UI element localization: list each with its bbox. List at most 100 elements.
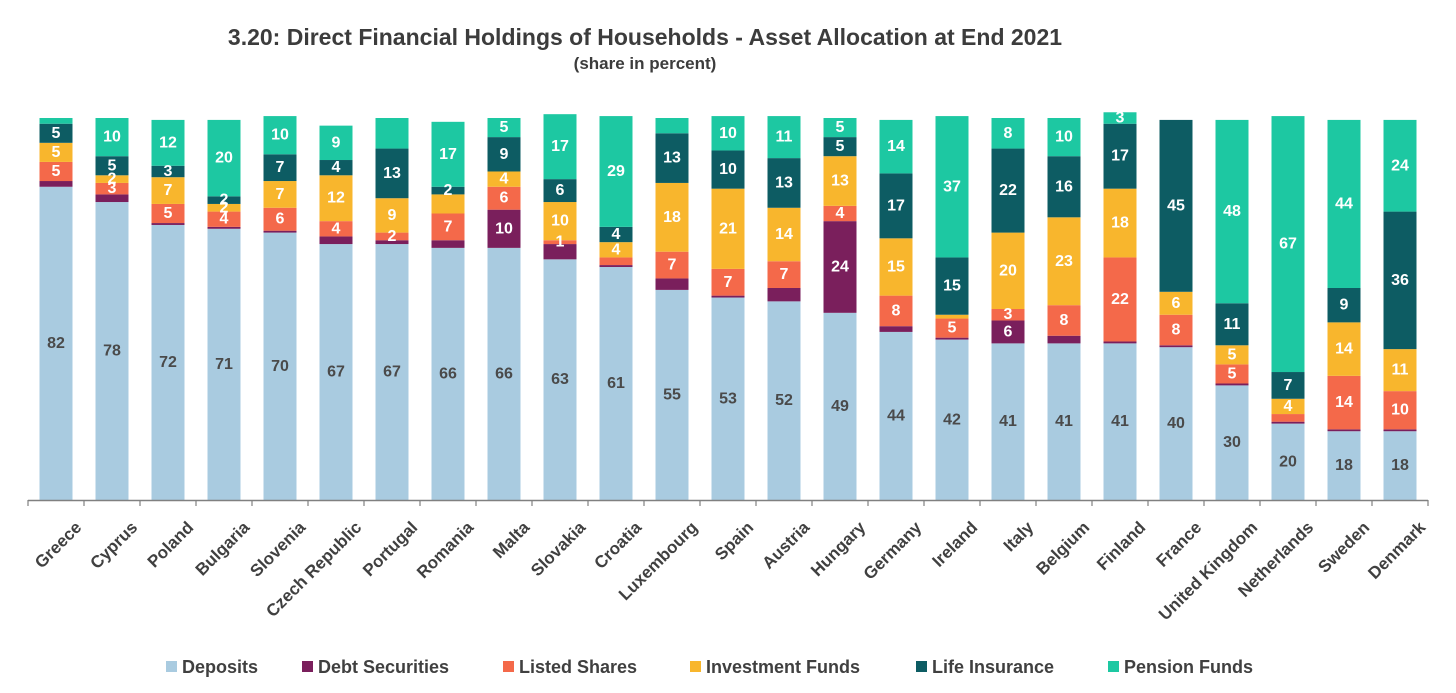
- bar-croatia-investment-funds: [599, 242, 633, 258]
- data-label-netherlands-pension-funds: 67: [1279, 236, 1297, 253]
- data-label-united-kingdom-pension-funds: 48: [1223, 203, 1241, 220]
- bar-romania-deposits: [431, 247, 465, 500]
- bar-france-deposits: [1159, 347, 1193, 500]
- bar-malta-debt-securities: [487, 209, 521, 248]
- data-label-ireland-listed-shares: 5: [948, 320, 957, 337]
- data-label-finland-life-insurance: 17: [1111, 148, 1129, 165]
- bar-germany-debt-securities: [879, 326, 913, 332]
- x-tick-label-spain: Spain: [711, 518, 757, 564]
- bar-netherlands-listed-shares: [1271, 414, 1305, 422]
- bar-greece-pension-funds: [39, 118, 73, 124]
- data-label-united-kingdom-deposits: 30: [1223, 434, 1241, 451]
- bar-austria-pension-funds: [767, 116, 801, 159]
- bar-netherlands-pension-funds: [1271, 116, 1305, 373]
- bar-ireland-listed-shares: [935, 318, 969, 338]
- legend-label: Deposits: [182, 657, 258, 677]
- x-tick-label-ireland: Ireland: [928, 518, 981, 571]
- data-label-france-life-insurance: 45: [1167, 197, 1185, 214]
- data-label-sweden-investment-funds: 14: [1335, 341, 1353, 358]
- data-label-germany-pension-funds: 14: [887, 138, 905, 155]
- legend-label: Investment Funds: [706, 657, 860, 677]
- bar-luxembourg-listed-shares: [655, 251, 689, 279]
- bar-croatia-debt-securities: [599, 265, 633, 267]
- data-label-slovenia-investment-funds: 7: [276, 186, 285, 203]
- bar-cyprus-pension-funds: [95, 118, 129, 157]
- data-label-poland-deposits: 72: [159, 354, 177, 371]
- legend-item-life-insurance: Life Insurance: [916, 657, 1054, 677]
- data-label-bulgaria-life-insurance: 2: [220, 192, 229, 209]
- legend-swatch: [302, 661, 313, 672]
- data-label-italy-pension-funds: 8: [1004, 125, 1013, 142]
- data-label-luxembourg-deposits: 55: [663, 386, 681, 403]
- bar-romania-listed-shares: [431, 213, 465, 241]
- x-tick-label-france: France: [1152, 518, 1205, 571]
- bar-germany-listed-shares: [879, 295, 913, 327]
- bar-ireland-pension-funds: [935, 116, 969, 258]
- x-tick-label-portugal: Portugal: [359, 518, 421, 580]
- legend-label: Life Insurance: [932, 657, 1054, 677]
- legend-label: Debt Securities: [318, 657, 449, 677]
- data-label-cyprus-deposits: 78: [103, 343, 121, 360]
- bar-greece-deposits: [39, 186, 73, 500]
- x-tick-label-poland: Poland: [144, 518, 198, 572]
- bar-sweden-debt-securities: [1327, 429, 1361, 432]
- data-label-united-kingdom-listed-shares: 5: [1228, 365, 1237, 382]
- bar-slovenia-investment-funds: [263, 181, 297, 208]
- bar-portugal-debt-securities: [375, 240, 409, 245]
- bar-united-kingdom-debt-securities: [1215, 383, 1249, 386]
- bar-cyprus-debt-securities: [95, 194, 129, 203]
- data-label-greece-investment-funds: 5: [52, 144, 61, 161]
- bar-austria-life-insurance: [767, 158, 801, 208]
- data-label-denmark-pension-funds: 24: [1391, 157, 1409, 174]
- x-tick-label-belgium: Belgium: [1032, 518, 1093, 579]
- bar-slovakia-pension-funds: [543, 114, 577, 180]
- bar-germany-investment-funds: [879, 238, 913, 296]
- data-label-slovenia-deposits: 70: [271, 358, 289, 375]
- bar-germany-deposits: [879, 331, 913, 500]
- bar-italy-listed-shares: [991, 309, 1025, 321]
- data-label-sweden-listed-shares: 14: [1335, 394, 1353, 411]
- bar-slovakia-debt-securities: [543, 244, 577, 260]
- data-label-sweden-life-insurance: 9: [1340, 297, 1349, 314]
- data-label-poland-pension-funds: 12: [159, 134, 177, 151]
- bar-poland-deposits: [151, 224, 185, 500]
- x-tick-label-bulgaria: Bulgaria: [192, 518, 254, 580]
- data-label-netherlands-investment-funds: 4: [1284, 398, 1293, 415]
- data-label-germany-life-insurance: 17: [887, 197, 905, 214]
- data-label-ireland-life-insurance: 15: [943, 278, 961, 295]
- bar-cyprus-deposits: [95, 202, 129, 501]
- bar-germany-pension-funds: [879, 119, 913, 174]
- bar-finland-debt-securities: [1103, 341, 1137, 344]
- data-label-luxembourg-investment-funds: 18: [663, 209, 681, 226]
- bar-czech-republic-deposits: [319, 244, 353, 500]
- bar-netherlands-investment-funds: [1271, 398, 1305, 415]
- data-label-czech-republic-deposits: 67: [327, 364, 345, 381]
- bar-malta-deposits: [487, 247, 521, 500]
- bar-slovenia-life-insurance: [263, 154, 297, 182]
- bar-spain-debt-securities: [711, 295, 745, 298]
- bar-luxembourg-pension-funds: [655, 118, 689, 134]
- bars: [39, 112, 1417, 501]
- data-label-ireland-pension-funds: 37: [943, 178, 961, 195]
- bar-netherlands-deposits: [1271, 423, 1305, 500]
- bar-hungary-pension-funds: [823, 118, 857, 138]
- bar-italy-deposits: [991, 343, 1025, 500]
- bar-romania-debt-securities: [431, 240, 465, 248]
- legend-swatch: [166, 661, 177, 672]
- bar-sweden-pension-funds: [1327, 119, 1361, 288]
- bar-denmark-pension-funds: [1383, 119, 1417, 212]
- data-label-croatia-pension-funds: 29: [607, 163, 625, 180]
- data-label-belgium-life-insurance: 16: [1055, 178, 1073, 195]
- data-label-france-listed-shares: 8: [1172, 322, 1181, 339]
- x-tick-label-austria: Austria: [758, 517, 813, 572]
- bar-malta-listed-shares: [487, 186, 521, 210]
- data-label-sweden-deposits: 18: [1335, 457, 1353, 474]
- bar-bulgaria-life-insurance: [207, 196, 241, 204]
- bar-croatia-life-insurance: [599, 226, 633, 243]
- data-label-hungary-investment-funds: 13: [831, 173, 849, 190]
- data-label-spain-deposits: 53: [719, 390, 737, 407]
- bar-united-kingdom-pension-funds: [1215, 119, 1249, 304]
- data-label-malta-debt-securities: 10: [495, 220, 513, 237]
- bar-hungary-deposits: [823, 312, 857, 500]
- data-label-hungary-life-insurance: 5: [836, 138, 845, 155]
